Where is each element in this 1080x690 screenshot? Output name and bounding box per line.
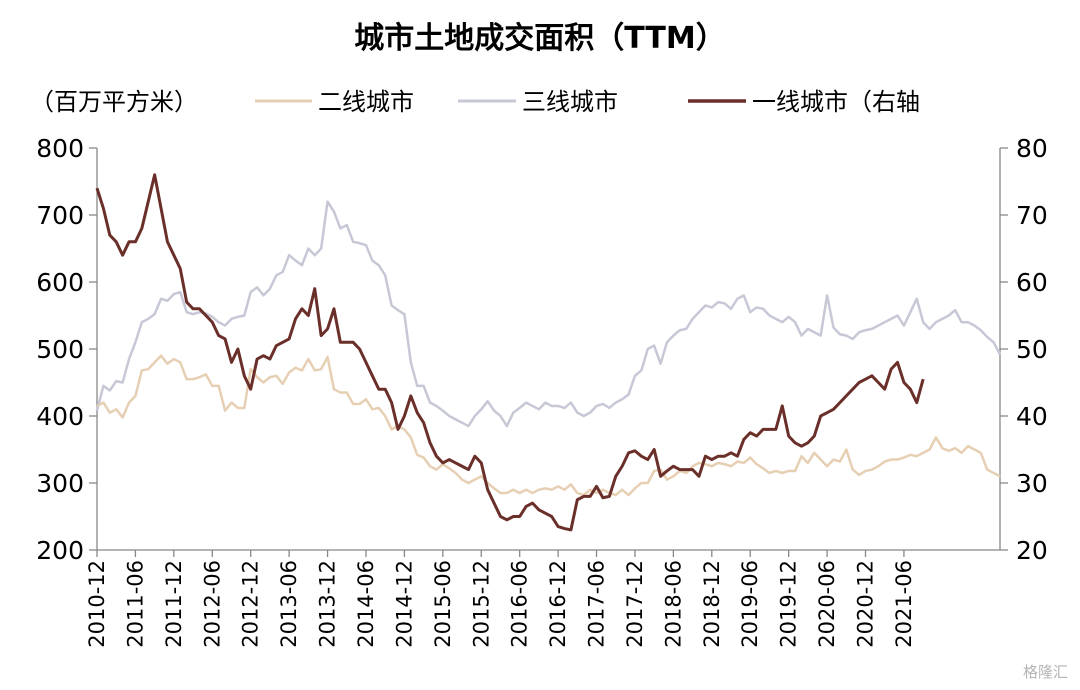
legend-label-tier3: 三线城市 (522, 88, 618, 116)
y-right-tick-label: 60 (1016, 268, 1048, 297)
unit-label: （百万平方米） (30, 88, 198, 116)
y-right-tick-label: 40 (1016, 402, 1048, 431)
x-tick-label: 2016-12 (546, 560, 570, 648)
y-left-tick-label: 800 (36, 134, 84, 163)
x-tick-label: 2014-12 (392, 560, 416, 648)
y-right-tick-label: 70 (1016, 201, 1048, 230)
legend-label-tier1: 一线城市（右轴 (752, 88, 920, 116)
y-right-tick-label: 80 (1016, 134, 1048, 163)
watermark: 格隆汇 (1022, 663, 1068, 681)
y-right-tick-label: 30 (1016, 469, 1048, 498)
x-tick-label: 2012-12 (239, 560, 263, 648)
x-tick-label: 2015-06 (431, 560, 455, 648)
series-line-tier3 (95, 200, 1002, 428)
x-tick-label: 2015-12 (469, 560, 493, 648)
x-tick-label: 2018-06 (661, 560, 685, 648)
legend: 二线城市 三线城市 一线城市（右轴 (255, 88, 920, 116)
y-left-tick-label: 200 (36, 536, 84, 565)
y-left-tick-label: 300 (36, 469, 84, 498)
x-tick-label: 2012-06 (200, 560, 224, 648)
y-right-tick-label: 50 (1016, 335, 1048, 364)
x-tick-label: 2021-06 (892, 560, 916, 648)
series-line-tier1 (95, 173, 925, 532)
x-tick-label: 2020-12 (854, 560, 878, 648)
series-line-tier2 (96, 354, 1001, 497)
y-left-tick-label: 600 (36, 268, 84, 297)
x-tick-label: 2016-06 (508, 560, 532, 648)
x-tick-label: 2019-12 (777, 560, 801, 648)
x-tick-label: 2020-06 (815, 560, 839, 648)
chart-marks: 800 700 600 500 400 300 200 80 70 60 50 40 30 20 2010-… (36, 134, 1048, 648)
y-right-tick-label: 20 (1016, 536, 1048, 565)
x-tick-label: 2017-12 (623, 560, 647, 648)
x-tick-label: 2011-12 (162, 560, 186, 648)
legend-label-tier2: 二线城市 (318, 88, 414, 116)
x-tick-label: 2010-12 (85, 560, 109, 648)
x-tick-label: 2013-06 (277, 560, 301, 648)
x-tick-label: 2011-06 (123, 560, 147, 648)
x-tick-label: 2019-06 (738, 560, 762, 648)
x-tick-label: 2013-12 (316, 560, 340, 648)
y-left-tick-label: 400 (36, 402, 84, 431)
x-tick-label: 2018-12 (700, 560, 724, 648)
x-tick-label: 2017-06 (585, 560, 609, 648)
y-left-tick-label: 700 (36, 201, 84, 230)
y-left-tick-label: 500 (36, 335, 84, 364)
chart-title: 城市土地成交面积（TTM） (354, 21, 725, 56)
x-tick-label: 2014-06 (354, 560, 378, 648)
